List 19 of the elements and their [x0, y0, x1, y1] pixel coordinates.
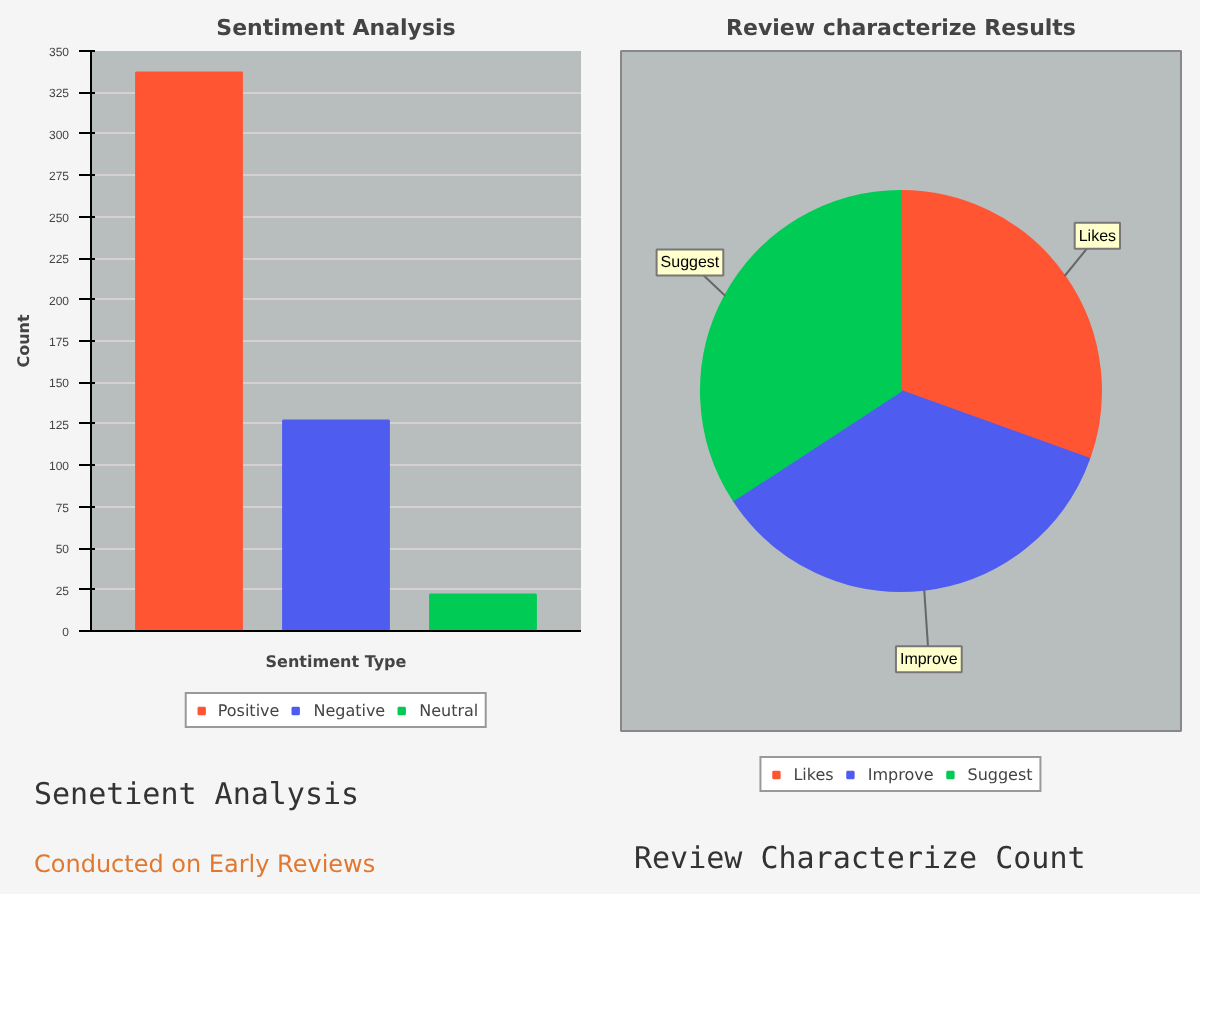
slice-label: Suggest [660, 253, 721, 272]
legend-label: Improve [867, 764, 934, 784]
chart-title: Review characterize Results [726, 15, 1077, 41]
legend-label: Negative [313, 700, 386, 720]
bar [135, 71, 243, 631]
bar [282, 419, 390, 631]
y-axis-title: Count [14, 314, 33, 368]
legend-label: Likes [793, 764, 834, 784]
bar [429, 593, 537, 631]
x-axis-title: Sentiment Type [265, 653, 408, 671]
legend-label: Suggest [967, 764, 1033, 784]
legend-label: Positive [217, 700, 280, 720]
slice-label: Likes [1078, 226, 1117, 245]
text: Conducted on Early Reviews [34, 848, 376, 883]
text: Review Characterize Count [634, 838, 1086, 880]
slice-label: Improve [899, 650, 959, 669]
chart-title: Sentiment Analysis [216, 15, 457, 41]
text: Senetient Analysis [34, 774, 360, 816]
legend-label: Neutral [419, 700, 479, 720]
